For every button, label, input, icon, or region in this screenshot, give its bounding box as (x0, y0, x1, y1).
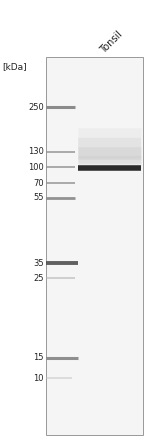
Text: 130: 130 (28, 147, 44, 157)
Text: 35: 35 (33, 259, 44, 268)
Text: 250: 250 (28, 103, 44, 111)
Text: 70: 70 (33, 179, 44, 187)
Text: 10: 10 (33, 374, 44, 382)
Text: 100: 100 (28, 162, 44, 172)
Text: 25: 25 (33, 274, 44, 282)
FancyBboxPatch shape (46, 57, 143, 435)
Text: [kDa]: [kDa] (2, 62, 27, 71)
Text: 15: 15 (33, 353, 44, 363)
Text: Tonsil: Tonsil (98, 29, 124, 55)
Text: 55: 55 (33, 194, 44, 202)
